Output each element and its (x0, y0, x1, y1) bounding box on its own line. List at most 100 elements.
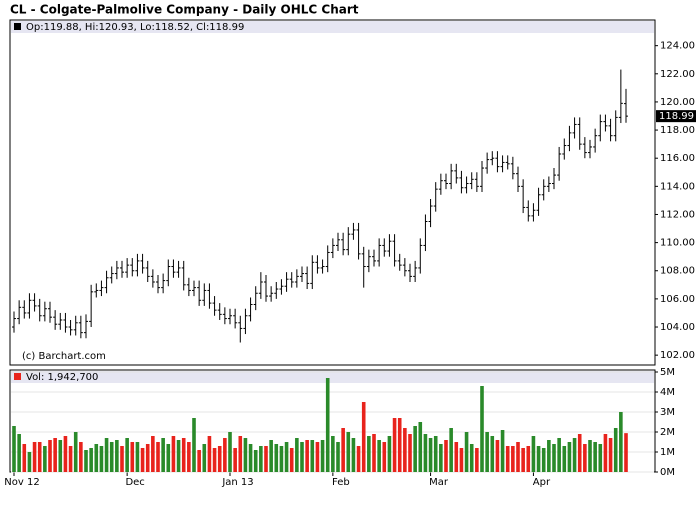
price-legend-icon (14, 23, 21, 30)
volume-bar (109, 442, 114, 472)
volume-bar (305, 440, 309, 472)
volume-bar (516, 442, 520, 472)
last-price-box (656, 110, 696, 123)
volume-bar (73, 432, 78, 472)
volume-bar (243, 438, 248, 472)
price-legend: Op:119.88, Hi:120.93, Lo:118.52, Cl:118.… (26, 22, 244, 33)
price-panel (9, 19, 656, 366)
volume-bar (289, 448, 294, 472)
volume-bar (572, 438, 577, 472)
volume-bar (547, 440, 551, 472)
volume-bar (526, 446, 531, 472)
volume-bar (166, 444, 171, 472)
volume-bar (63, 436, 68, 472)
volume-bar (130, 442, 135, 472)
volume-bar (449, 428, 453, 472)
volume-bar (53, 438, 57, 472)
y-tick-label: 108.00 (660, 266, 695, 277)
volume-bar (557, 438, 561, 472)
volume-bar (464, 432, 469, 472)
volume-bar (320, 440, 325, 472)
volume-bar (48, 440, 52, 472)
y-tick-label: 2M (660, 427, 675, 438)
volume-bar (531, 436, 536, 472)
x-tick-label: Feb (332, 477, 350, 488)
volume-bar (135, 442, 140, 472)
volume-bar (361, 402, 366, 472)
volume-bar (521, 448, 525, 472)
volume-bar (603, 434, 608, 472)
volume-bar (161, 438, 165, 472)
volume-bar (207, 436, 212, 472)
volume-bar (490, 436, 495, 472)
y-tick-label: 118.00 (660, 125, 695, 136)
volume-bar (300, 442, 304, 472)
volume-bar (500, 430, 505, 472)
volume-bar (12, 426, 16, 472)
volume-bar (79, 442, 83, 472)
volume-bar (475, 448, 479, 472)
volume-bar (32, 442, 37, 472)
volume-bar (408, 434, 412, 472)
volume-bar (541, 448, 546, 472)
volume-bar (428, 438, 433, 472)
volume-bar (264, 446, 268, 472)
volume-bar (598, 444, 603, 472)
volume-bar (156, 442, 160, 472)
plot-layer: 102.00 104.00 106.00 108.00 110.00 112.00 114.… (4, 41, 696, 488)
volume-bar (459, 448, 464, 472)
volume-bar (392, 418, 397, 472)
y-tick-label: 122.00 (660, 69, 695, 80)
volume-bar (346, 432, 351, 472)
volume-bar (187, 442, 191, 472)
volume-bar (197, 450, 201, 472)
volume-bar (253, 450, 258, 472)
volume-bar (567, 442, 572, 472)
volume-bar (387, 436, 392, 472)
volume-bar (423, 434, 428, 472)
volume-bar (413, 426, 417, 472)
volume-bar (480, 386, 484, 472)
y-tick-label: 5M (660, 367, 675, 378)
volume-bar (17, 434, 21, 472)
volume-bar (259, 446, 263, 472)
volume-legend: Vol: 1,942,700 (26, 372, 98, 383)
volume-bar (325, 378, 330, 472)
volume-bar (331, 436, 335, 472)
volume-bar (511, 446, 515, 472)
volume-legend-icon (14, 373, 21, 380)
volume-bar (577, 434, 582, 472)
volume-bar (372, 434, 376, 472)
volume-bar (367, 436, 371, 472)
y-tick-label: 120.00 (660, 97, 695, 108)
volume-bar (37, 442, 42, 472)
volume-bar (454, 442, 459, 472)
x-tick-label: Nov 12 (4, 477, 39, 488)
volume-bar (433, 436, 438, 472)
volume-bar (84, 450, 88, 472)
volume-bar (104, 438, 109, 472)
y-tick-label: 4M (660, 387, 675, 398)
volume-bar (469, 444, 474, 472)
volume-bar (212, 448, 217, 472)
volume-bar (588, 440, 592, 472)
volume-bar (485, 432, 489, 472)
volume-bar (418, 422, 423, 472)
volume-bar (593, 442, 597, 472)
volume-bar (99, 446, 104, 472)
volume-bar (120, 446, 124, 472)
volume-bar (397, 418, 402, 472)
volume-bar (310, 440, 315, 472)
y-tick-label: 0M (660, 467, 675, 478)
last-price-label: 118.99 (659, 111, 694, 122)
volume-bar (223, 438, 227, 472)
volume-bar (68, 446, 73, 472)
volume-bar (439, 444, 443, 472)
volume-bar (151, 436, 155, 472)
x-tick-label: Mar (429, 477, 449, 488)
volume-bar (315, 442, 320, 472)
volume-bar (382, 442, 387, 472)
volume-bar (27, 452, 32, 472)
volume-bar (140, 448, 145, 472)
price-header (11, 21, 654, 33)
